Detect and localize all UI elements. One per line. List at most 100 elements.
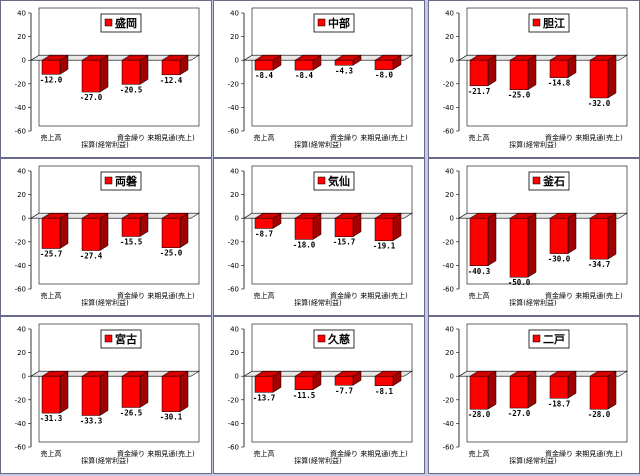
y-tick-label: -40 xyxy=(228,262,239,270)
chart-panel: 40 20 0 -20 -40 -60 -40.3 -50.0 -30.0 -34.7 売上高 採算(… xyxy=(428,158,640,316)
x-tick-label: 資金繰り xyxy=(545,133,573,142)
data-label: -33.3 xyxy=(80,416,103,425)
svg-text:気仙: 気仙 xyxy=(328,174,350,188)
bar xyxy=(469,212,497,267)
chart-panel: 40 20 0 -20 -40 -60 -28.0 -27.0 -18.7 -28.0 売上高 採算(… xyxy=(428,316,640,474)
y-tick-label: -20 xyxy=(15,396,26,404)
y-tick-label: 40 xyxy=(445,10,454,18)
bar-chart: 40 20 0 -20 -40 -60 -25.7 -27.4 -15.5 -25.0 売上高採算(… xyxy=(15,165,201,307)
y-tick-label: 0 xyxy=(450,215,454,223)
x-tick-label: 採算(経常利益) xyxy=(81,140,129,149)
x-tick-label: 資金繰り xyxy=(330,291,358,300)
x-tick-label: 来期見通(売上) xyxy=(575,291,623,300)
bar xyxy=(374,370,402,387)
chart-panel: 40 20 0 -20 -40 -60 -31.3 -33.3 -26.5 -30.1 売上高 採算(… xyxy=(0,316,212,474)
y-tick-label: -60 xyxy=(228,128,239,136)
bar xyxy=(41,370,69,414)
y-tick-label: -60 xyxy=(228,286,239,294)
y-tick-label: -40 xyxy=(443,262,454,270)
y-tick-label: 20 xyxy=(445,33,454,41)
bar xyxy=(549,54,577,79)
bar xyxy=(294,212,322,240)
data-label: -12.4 xyxy=(160,76,183,85)
x-tick-label: 来期見通(売上) xyxy=(360,291,408,300)
data-label: -14.8 xyxy=(548,79,571,88)
chart-title: 中部 xyxy=(313,13,355,33)
chart-title: 釜石 xyxy=(528,171,570,191)
svg-text:両磐: 両磐 xyxy=(115,174,138,188)
y-tick-label: -40 xyxy=(15,262,26,270)
bar xyxy=(294,370,322,391)
data-label: -15.7 xyxy=(333,238,356,247)
y-tick-label: 0 xyxy=(450,373,454,381)
x-tick-label: 資金繰り xyxy=(117,449,145,458)
x-tick-label: 来期見通(売上) xyxy=(575,133,623,142)
data-label: -31.3 xyxy=(40,414,63,423)
bar xyxy=(81,370,109,416)
bar xyxy=(589,370,617,410)
bar xyxy=(161,370,189,413)
x-tick-label: 採算(経常利益) xyxy=(294,456,342,465)
data-label: -25.0 xyxy=(508,91,531,100)
chart-title: 宮古 xyxy=(100,329,142,349)
bar xyxy=(121,212,149,237)
y-tick-label: -60 xyxy=(228,444,239,452)
y-tick-label: 40 xyxy=(445,168,454,176)
y-tick-label: -60 xyxy=(443,286,454,294)
data-label: -18.7 xyxy=(548,399,571,408)
y-tick-label: -20 xyxy=(443,238,454,246)
x-tick-label: 資金繰り xyxy=(330,449,358,458)
bar-chart: 40 20 0 -20 -40 -60 -28.0 -27.0 -18.7 -28.0 売上高採算(… xyxy=(443,323,629,465)
y-tick-label: 40 xyxy=(17,326,26,334)
data-label: -25.0 xyxy=(160,249,183,258)
data-label: -12.0 xyxy=(40,75,63,84)
y-tick-label: -60 xyxy=(15,128,26,136)
bar-chart: 40 20 0 -20 -40 -60 -8.7 -18.0 -15.7 -19.1 売上高採算(経… xyxy=(228,165,414,307)
chart-title: 二戸 xyxy=(528,329,570,349)
chart-title: 気仙 xyxy=(313,171,355,191)
x-tick-label: 資金繰り xyxy=(545,291,573,300)
data-label: -27.4 xyxy=(80,252,103,261)
svg-text:宮古: 宮古 xyxy=(115,332,137,346)
data-label: -32.0 xyxy=(588,99,611,108)
bar xyxy=(469,54,497,87)
data-label: -8.4 xyxy=(255,71,274,80)
data-label: -11.5 xyxy=(293,391,316,400)
x-tick-label: 資金繰り xyxy=(117,133,145,142)
y-tick-label: 40 xyxy=(230,10,239,18)
bar xyxy=(81,212,109,251)
y-tick-label: 0 xyxy=(22,215,26,223)
data-label: -19.1 xyxy=(373,242,396,251)
x-tick-label: 来期見通(売上) xyxy=(360,449,408,458)
y-tick-label: -20 xyxy=(228,396,239,404)
bar xyxy=(469,370,497,410)
y-tick-label: 0 xyxy=(235,215,239,223)
x-tick-label: 売上高 xyxy=(254,449,275,458)
data-label: -4.3 xyxy=(335,66,354,75)
bar-chart: 40 20 0 -20 -40 -60 -13.7 -11.5 -7.7 -8.1 売上高採算(経常… xyxy=(228,323,414,465)
x-tick-label: 来期見通(売上) xyxy=(147,291,195,300)
data-label: -8.0 xyxy=(375,71,394,80)
bar-chart: 40 20 0 -20 -40 -60 -8.4 -8.4 -4.3 -8.0 売上高採算(経常利益… xyxy=(228,7,414,149)
y-tick-label: -40 xyxy=(443,420,454,428)
x-tick-label: 売上高 xyxy=(254,133,275,142)
data-label: -40.3 xyxy=(468,267,491,276)
y-tick-label: -40 xyxy=(15,420,26,428)
chart-panel: 40 20 0 -20 -40 -60 -21.7 -25.0 -14.8 -32.0 売上高 採算(… xyxy=(428,0,640,158)
x-tick-label: 売上高 xyxy=(41,449,62,458)
chart-title: 両磐 xyxy=(100,171,142,191)
y-tick-label: 20 xyxy=(230,349,239,357)
bar xyxy=(41,54,69,75)
svg-text:胆江: 胆江 xyxy=(543,16,565,30)
y-tick-label: 20 xyxy=(17,33,26,41)
bar-chart: 40 20 0 -20 -40 -60 -31.3 -33.3 -26.5 -30.1 売上高採算(… xyxy=(15,323,201,465)
chart-title: 久慈 xyxy=(313,329,355,349)
bar xyxy=(334,54,362,66)
y-tick-label: -20 xyxy=(443,396,454,404)
x-tick-label: 売上高 xyxy=(254,291,275,300)
y-tick-label: 20 xyxy=(445,349,454,357)
y-tick-label: 20 xyxy=(230,191,239,199)
x-tick-label: 資金繰り xyxy=(330,133,358,142)
data-label: -15.5 xyxy=(120,237,143,246)
